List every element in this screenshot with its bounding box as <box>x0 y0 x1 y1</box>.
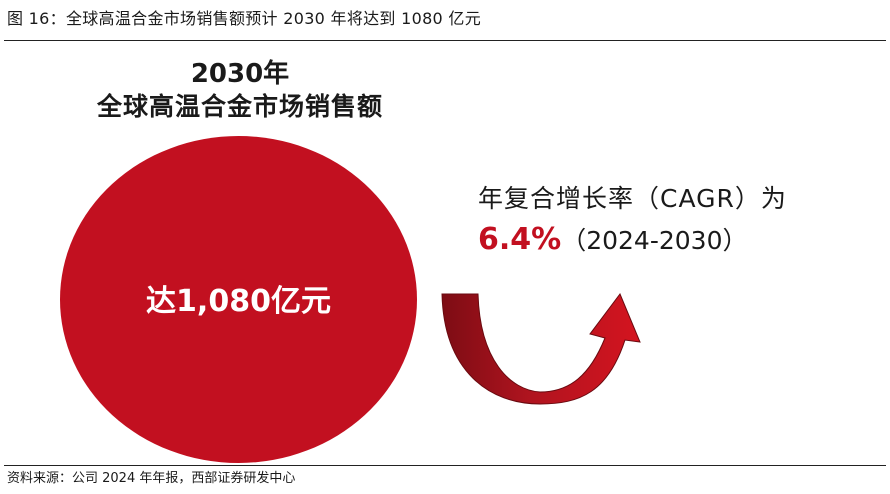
cagr-rate: 6.4% <box>478 222 562 257</box>
source-note: 资料来源：公司 2024 年年报，西部证券研发中心 <box>7 471 296 486</box>
figure-title: 图 16：全球高温合金市场销售额预计 2030 年将达到 1080 亿元 <box>7 9 482 28</box>
circle-value-number: 1,080 <box>176 284 271 319</box>
cagr-value-line: 6.4%（2024-2030） <box>478 220 747 261</box>
circle-heading-name: 全球高温合金市场销售额 <box>96 92 383 121</box>
circle-heading-year: 2030年 <box>190 59 290 89</box>
circle-value: 达1,080亿元 <box>60 282 417 322</box>
circle-value-prefix: 达 <box>146 284 177 319</box>
market-size-circle <box>60 136 417 463</box>
bottom-divider <box>4 465 886 466</box>
cagr-period: （2024-2030） <box>561 226 748 255</box>
circle-value-unit: 亿元 <box>270 284 331 319</box>
cagr-label: 年复合增长率（CAGR）为 <box>478 184 787 213</box>
top-divider <box>4 40 886 41</box>
curved-up-arrow-icon <box>441 293 641 405</box>
